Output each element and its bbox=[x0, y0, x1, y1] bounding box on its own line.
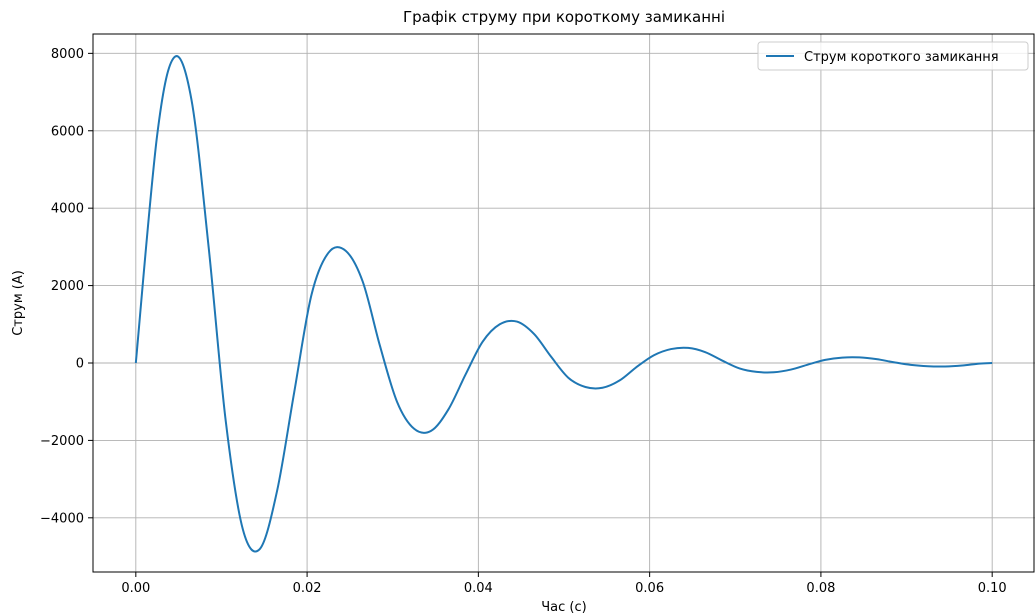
grid-lines bbox=[93, 34, 1035, 572]
x-axis-title: Час (с) bbox=[541, 600, 586, 615]
x-tick-label: 0.10 bbox=[978, 581, 1007, 596]
y-axis-title: Струм (А) bbox=[11, 270, 26, 336]
y-tick-label: 2000 bbox=[51, 279, 84, 294]
x-tick-label: 0.04 bbox=[464, 581, 493, 596]
chart-title: Графік струму при короткому замиканні bbox=[403, 8, 725, 26]
y-tick-label: 0 bbox=[76, 356, 84, 371]
plot-area-frame bbox=[92, 33, 1035, 573]
x-tick-label: 0.00 bbox=[121, 581, 150, 596]
x-tick-label: 0.06 bbox=[635, 581, 664, 596]
x-tick-label: 0.02 bbox=[293, 581, 322, 596]
y-tick-label: 4000 bbox=[51, 202, 84, 217]
legend-label: Струм короткого замикання bbox=[804, 50, 999, 65]
y-tick-label: −2000 bbox=[40, 434, 84, 449]
legend-box bbox=[757, 41, 1029, 71]
legend: Струм короткого замикання bbox=[757, 41, 1029, 71]
y-tick-label: 8000 bbox=[51, 47, 84, 62]
x-axis-ticks: 0.00 0.02 0.04 0.06 0.08 0.10 bbox=[121, 572, 1007, 596]
y-axis-ticks: −4000 −2000 0 2000 4000 6000 8000 bbox=[40, 47, 93, 526]
y-tick-label: −4000 bbox=[40, 511, 84, 526]
series-line-short-circuit-current bbox=[134, 55, 993, 553]
y-tick-label: 6000 bbox=[51, 124, 84, 139]
x-tick-label: 0.08 bbox=[806, 581, 835, 596]
